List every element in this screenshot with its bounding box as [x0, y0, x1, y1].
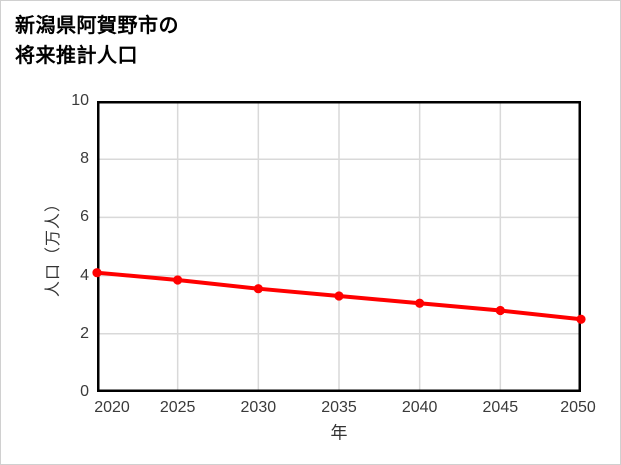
x-tick-label-2020: 2020	[94, 399, 130, 416]
chart-title-line-2: 将来推計人口	[15, 45, 138, 67]
plot-svg	[92, 101, 586, 392]
chart-title-line-1: 新潟県阿賀野市の	[15, 15, 179, 37]
x-tick-label-2030: 2030	[240, 399, 277, 416]
y-tick-label-0: 0	[80, 383, 89, 400]
axis-border	[97, 101, 581, 392]
x-tick-label-2035: 2035	[321, 399, 357, 416]
data-point-2035	[334, 291, 344, 301]
y-tick-label-10: 10	[71, 92, 89, 109]
y-tick-label-8: 8	[80, 150, 89, 168]
plot-area	[92, 101, 586, 392]
data-point-2050	[576, 314, 586, 324]
data-point-2020	[92, 268, 102, 278]
x-tick-label-2050: 2050	[560, 399, 596, 416]
y-tick-label-6: 6	[80, 208, 89, 226]
x-axis-title: 年	[330, 423, 348, 443]
y-tick-label-4: 4	[80, 266, 89, 284]
data-point-2045	[495, 305, 505, 316]
data-point-2040	[415, 298, 425, 308]
x-tick-label-2040: 2040	[401, 399, 438, 416]
x-tick-label-2045: 2045	[482, 399, 519, 416]
data-point-2030	[253, 284, 263, 294]
y-tick-label-2: 2	[80, 324, 89, 342]
data-point-2025	[173, 275, 183, 285]
chart-title: 新潟県阿賀野市の 将来推計人口	[15, 11, 179, 71]
x-tick-label-2025: 2025	[159, 399, 196, 416]
